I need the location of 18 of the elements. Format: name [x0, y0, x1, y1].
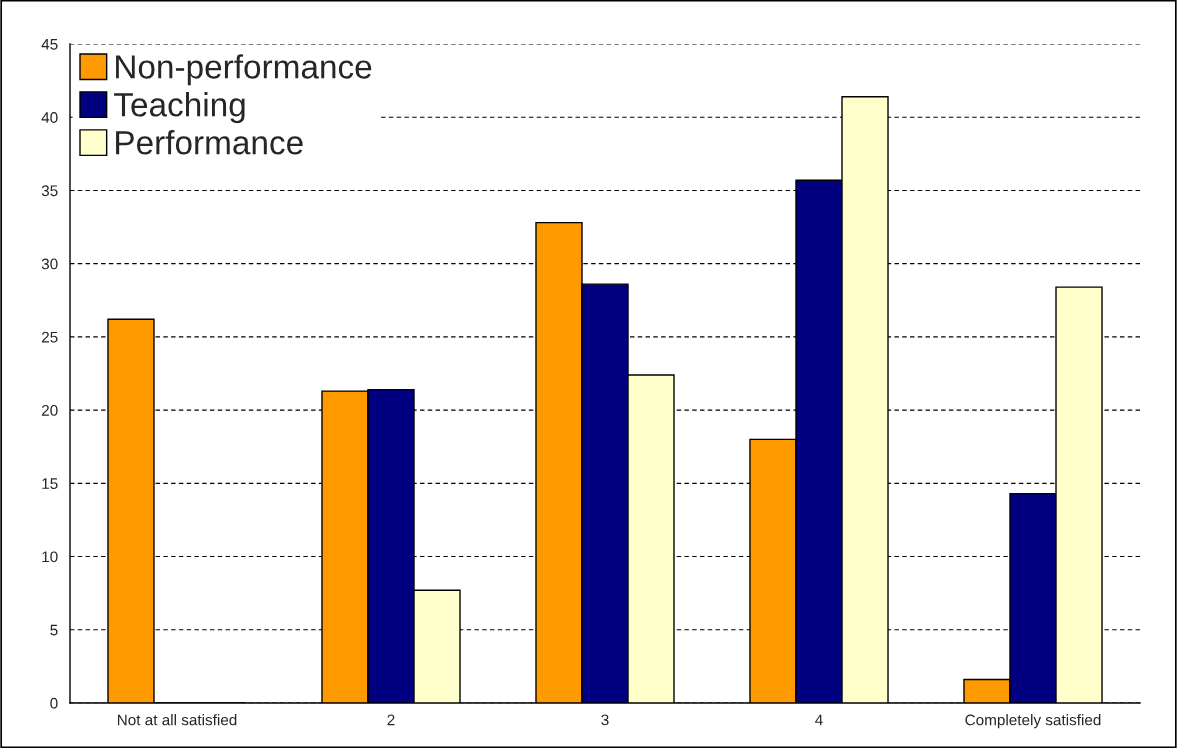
y-tick-label: 45: [41, 39, 58, 50]
legend-label: Performance: [116, 130, 303, 155]
y-tick-label: 10: [42, 551, 58, 563]
y-tick-label: 5: [50, 624, 58, 636]
x-tick-label: 4: [815, 714, 823, 726]
y-tick-label: 20: [41, 404, 58, 416]
x-tick-label: 2: [387, 714, 395, 726]
x-tick-label: Not at all satisfied: [117, 714, 237, 726]
y-tick-label: 40: [41, 112, 58, 123]
x-tick-label: 3: [601, 714, 609, 726]
y-tick-label: 35: [41, 185, 58, 197]
legend-label: Teaching: [114, 92, 245, 124]
y-tick-label: 0: [50, 697, 58, 709]
legend-label: Non-performance: [116, 54, 372, 86]
y-tick-label: 25: [41, 331, 58, 343]
y-tick-label: 30: [41, 258, 58, 270]
x-tick-label: Completely satisfied: [965, 714, 1101, 729]
y-tick-label: 15: [42, 478, 58, 490]
